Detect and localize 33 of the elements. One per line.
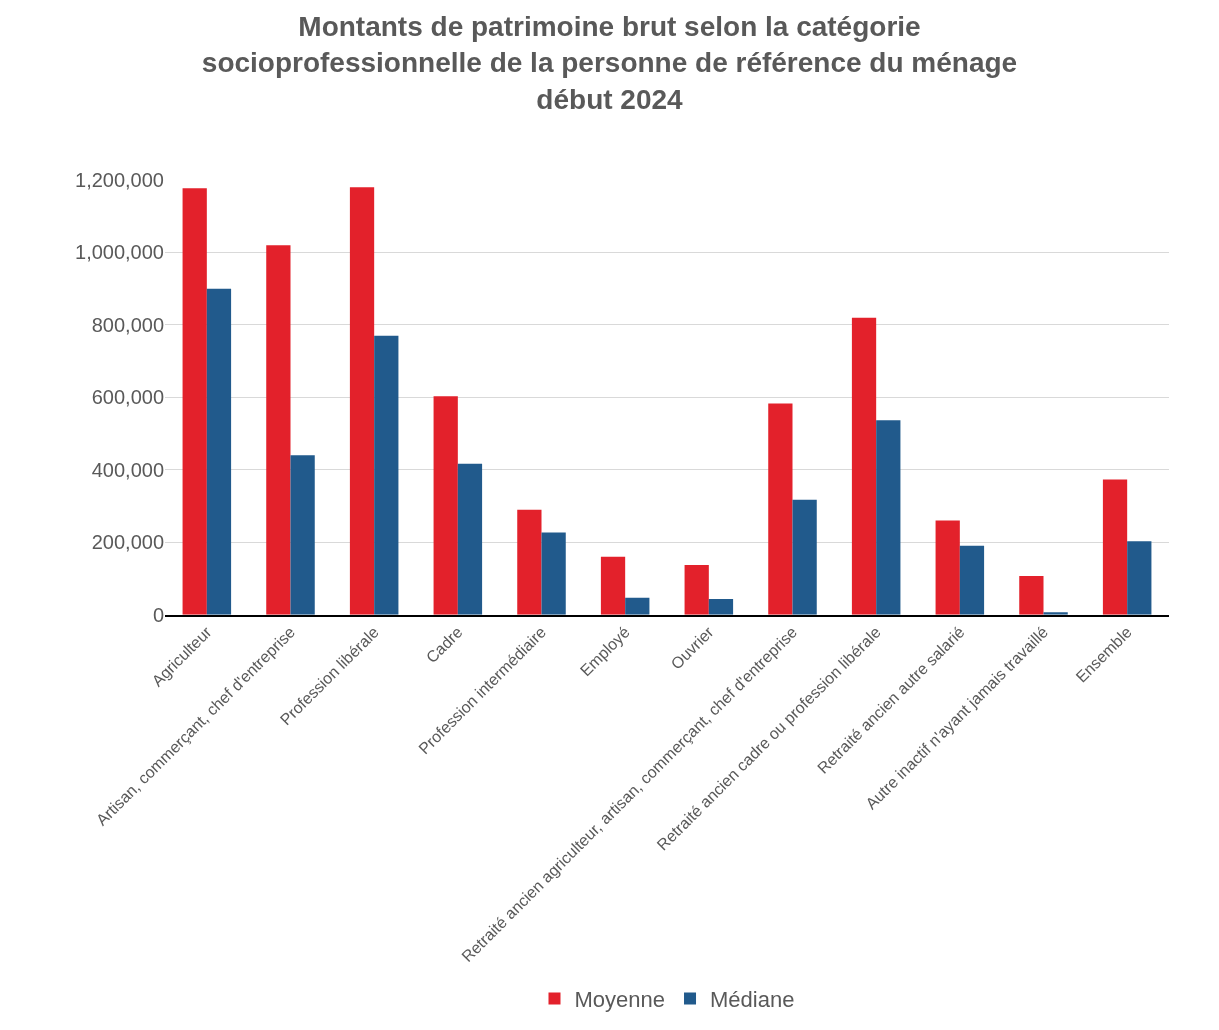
bar	[959, 545, 985, 615]
bar	[517, 509, 542, 615]
y-tick-label: 800,000	[91, 313, 164, 336]
bar	[708, 599, 734, 615]
bar	[541, 532, 566, 615]
bar	[792, 499, 817, 615]
legend-label: Moyenne	[574, 987, 666, 1013]
bar	[182, 188, 207, 615]
y-tick-label: 200,000	[91, 531, 164, 554]
bar	[266, 245, 291, 615]
bar	[206, 288, 232, 615]
bar	[876, 420, 901, 615]
bar	[625, 597, 650, 615]
y-tick-label: 0	[152, 603, 164, 626]
bar	[290, 455, 315, 615]
bar	[349, 187, 375, 615]
bar	[768, 403, 793, 615]
bar	[1127, 541, 1152, 615]
bar	[457, 463, 483, 615]
y-tick-label: 1,000,000	[75, 241, 164, 264]
y-tick-label: 600,000	[91, 386, 164, 409]
bar	[600, 556, 626, 615]
y-tick-label: 1,200,000	[75, 169, 164, 191]
bar	[1019, 575, 1044, 615]
bar	[374, 335, 399, 615]
bar	[1102, 479, 1128, 615]
legend-label: Médiane	[710, 987, 795, 1013]
y-tick-label: 400,000	[91, 458, 164, 481]
chart-title: Montants de patrimoine brut selon la catégorie socioprofessionnelle de la personne de référence du ménage début 2024	[201, 11, 1018, 115]
bar	[935, 520, 960, 615]
bar	[433, 396, 458, 615]
bar	[851, 317, 877, 615]
bar	[684, 565, 709, 615]
